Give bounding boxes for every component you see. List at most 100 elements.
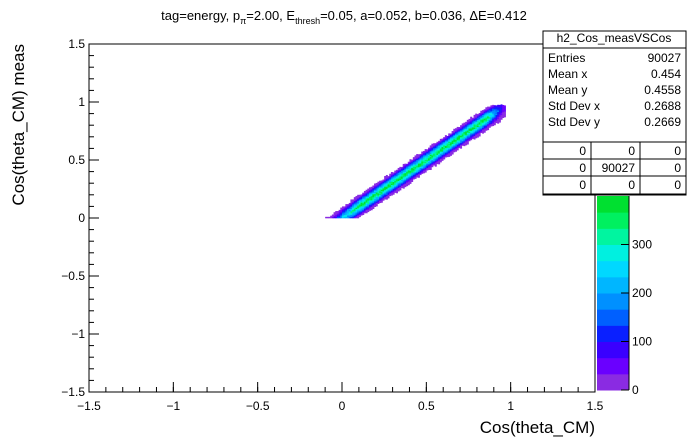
heatmap-cell xyxy=(414,171,417,174)
heatmap-cell xyxy=(466,138,469,140)
heatmap-cell xyxy=(375,196,378,199)
heatmap-cell xyxy=(389,180,392,183)
heatmap-cell xyxy=(409,182,412,184)
heatmap-cell xyxy=(466,132,469,135)
heatmap-cell xyxy=(483,117,486,119)
heatmap-cell xyxy=(382,185,385,187)
heatmap-cell xyxy=(487,120,490,123)
heatmap-cell xyxy=(493,111,496,113)
heatmap-cell xyxy=(353,214,356,216)
heatmap-cell xyxy=(392,178,395,180)
heatmap-cell xyxy=(394,189,397,191)
heatmap-cell xyxy=(480,120,483,122)
heatmap-cell xyxy=(382,199,385,201)
heatmap-cell xyxy=(399,184,402,186)
heatmap-cell xyxy=(473,129,476,132)
heatmap-cell xyxy=(470,131,473,134)
heatmap-cell xyxy=(483,116,486,118)
heatmap-cell xyxy=(370,196,373,198)
heatmap-cell xyxy=(407,169,410,172)
heatmap-cell xyxy=(358,209,361,212)
heatmap-cell xyxy=(394,190,397,192)
heatmap-cell xyxy=(397,174,400,177)
heatmap-cell xyxy=(384,181,387,184)
heatmap-cell xyxy=(401,185,404,187)
heatmap-cell xyxy=(446,135,449,138)
heatmap-cell xyxy=(441,145,444,147)
heatmap-cell xyxy=(390,189,393,191)
heatmap-cell xyxy=(414,160,417,162)
heatmap-cell xyxy=(458,140,461,143)
heatmap-cell xyxy=(379,193,382,195)
heatmap-cell xyxy=(362,212,365,214)
heatmap-cell xyxy=(503,106,506,109)
heatmap-cell xyxy=(476,132,479,135)
heatmap-cell xyxy=(347,204,350,206)
heatmap-cell xyxy=(355,195,358,198)
heatmap-cell xyxy=(338,209,341,212)
heatmap-cell xyxy=(451,131,454,133)
heatmap-cell xyxy=(409,178,412,181)
heatmap-cell xyxy=(379,183,382,185)
heatmap-cell xyxy=(357,197,360,199)
heatmap-cell xyxy=(414,177,417,179)
heatmap-cell xyxy=(421,170,424,172)
heatmap-cell xyxy=(466,140,469,143)
heatmap-cell xyxy=(460,137,463,140)
heatmap-cell xyxy=(463,131,466,134)
heatmap-cell xyxy=(421,161,424,164)
heatmap-cell xyxy=(387,185,390,187)
heatmap-cell xyxy=(407,181,410,183)
heatmap-cell xyxy=(476,119,479,122)
heatmap-cell xyxy=(387,186,390,188)
heatmap-cell xyxy=(404,184,407,186)
heatmap-cell xyxy=(394,174,397,176)
heatmap-cell xyxy=(429,160,432,162)
heatmap-cell xyxy=(458,143,461,145)
heatmap-cell xyxy=(379,180,382,183)
heatmap-cell xyxy=(414,164,417,167)
heatmap-cell xyxy=(493,114,496,116)
heatmap-cell xyxy=(449,145,452,147)
heatmap-cell xyxy=(497,112,500,115)
heatmap-cell xyxy=(416,156,419,158)
heatmap-cell xyxy=(414,155,417,157)
heatmap-cell xyxy=(374,202,377,204)
heatmap-cell xyxy=(449,147,452,149)
heatmap-cell xyxy=(451,143,454,146)
heatmap-cell xyxy=(463,137,466,140)
heatmap-cell xyxy=(368,188,371,190)
heatmap-cell xyxy=(370,186,373,189)
heatmap-cell xyxy=(348,212,351,214)
heatmap-cell xyxy=(422,169,425,171)
heatmap-cell xyxy=(377,195,380,198)
heatmap-cell xyxy=(380,200,383,202)
heatmap-cell xyxy=(466,134,469,137)
heatmap-cell xyxy=(438,152,441,154)
heatmap-cell xyxy=(365,195,368,198)
heatmap-cell xyxy=(358,198,361,200)
heatmap-cell xyxy=(399,185,402,187)
heatmap-cell xyxy=(434,150,437,152)
heatmap-cell xyxy=(436,149,439,152)
heatmap-cell xyxy=(481,112,484,114)
heatmap-cell xyxy=(441,153,444,156)
heatmap-cell xyxy=(357,215,360,218)
heatmap-cell xyxy=(348,209,351,212)
heatmap-cell xyxy=(374,185,377,188)
heatmap-cell xyxy=(387,188,390,191)
heatmap-cell xyxy=(456,146,459,149)
heatmap-cell xyxy=(473,127,476,130)
heatmap-cell xyxy=(456,147,459,150)
heatmap-cell xyxy=(453,131,456,133)
heatmap-cell xyxy=(441,152,444,154)
heatmap-cell xyxy=(397,181,400,184)
heatmap-cell xyxy=(352,200,355,203)
heatmap-cell xyxy=(478,125,481,128)
heatmap-cell xyxy=(497,118,500,121)
heatmap-cell xyxy=(395,179,398,181)
heatmap-cell xyxy=(358,197,361,199)
heatmap-cell xyxy=(416,172,419,175)
heatmap-cell xyxy=(438,143,441,145)
heatmap-cell xyxy=(460,126,463,128)
